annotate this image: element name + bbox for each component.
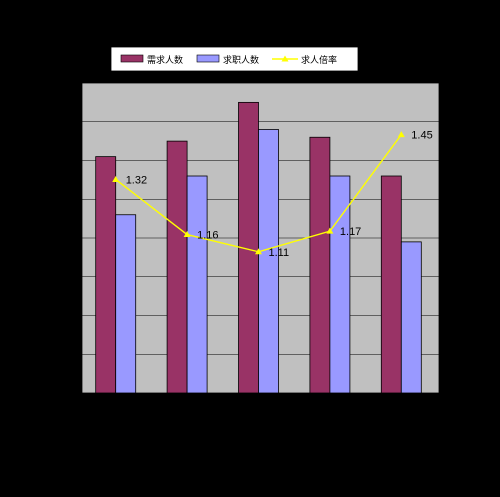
legend-swatch-ratio-marker [281,55,289,62]
legend-label-demand: 需求人数 [147,54,183,66]
bar-demand [309,136,331,394]
bar-demand [166,140,188,394]
bars-group [95,101,422,394]
legend-swatch-jobseeker [196,54,220,63]
bar-jobseeker [115,214,137,394]
ratio-marker [397,131,405,138]
bar-jobseeker [329,175,351,394]
ratio-data-label: 1.32 [126,174,147,186]
bar-jobseeker [400,241,422,394]
ratio-data-label: 1.11 [269,247,290,259]
data-labels-group: 1.32 1.16 1.11 1.17 1.45 [126,130,433,259]
legend-label-ratio: 求人倍率 [301,54,337,66]
bar-demand [95,156,117,394]
legend-label-jobseeker: 求职人数 [223,54,259,66]
ratio-marker [183,231,191,238]
ratio-data-label: 1.45 [411,130,432,142]
ratio-marker [255,248,262,255]
ratio-marker [112,175,120,182]
legend-item-demand: 需求人数 [120,54,183,66]
ratio-data-label: 1.16 [197,230,218,242]
legend-item-jobseeker: 求职人数 [196,54,259,66]
ratio-data-label: 1.17 [340,226,361,238]
bar-jobseeker [186,175,208,394]
legend: 需求人数 求职人数 求人倍率 [110,46,359,72]
ratio-marker [326,227,334,234]
ratio-line-group [112,131,405,255]
x-axis-ticks [81,393,440,397]
bar-jobseeker [258,129,279,394]
legend-swatch-demand [120,54,144,63]
legend-box [110,46,359,72]
bar-demand [380,175,402,394]
legend-item-ratio: 求人倍率 [272,54,337,66]
